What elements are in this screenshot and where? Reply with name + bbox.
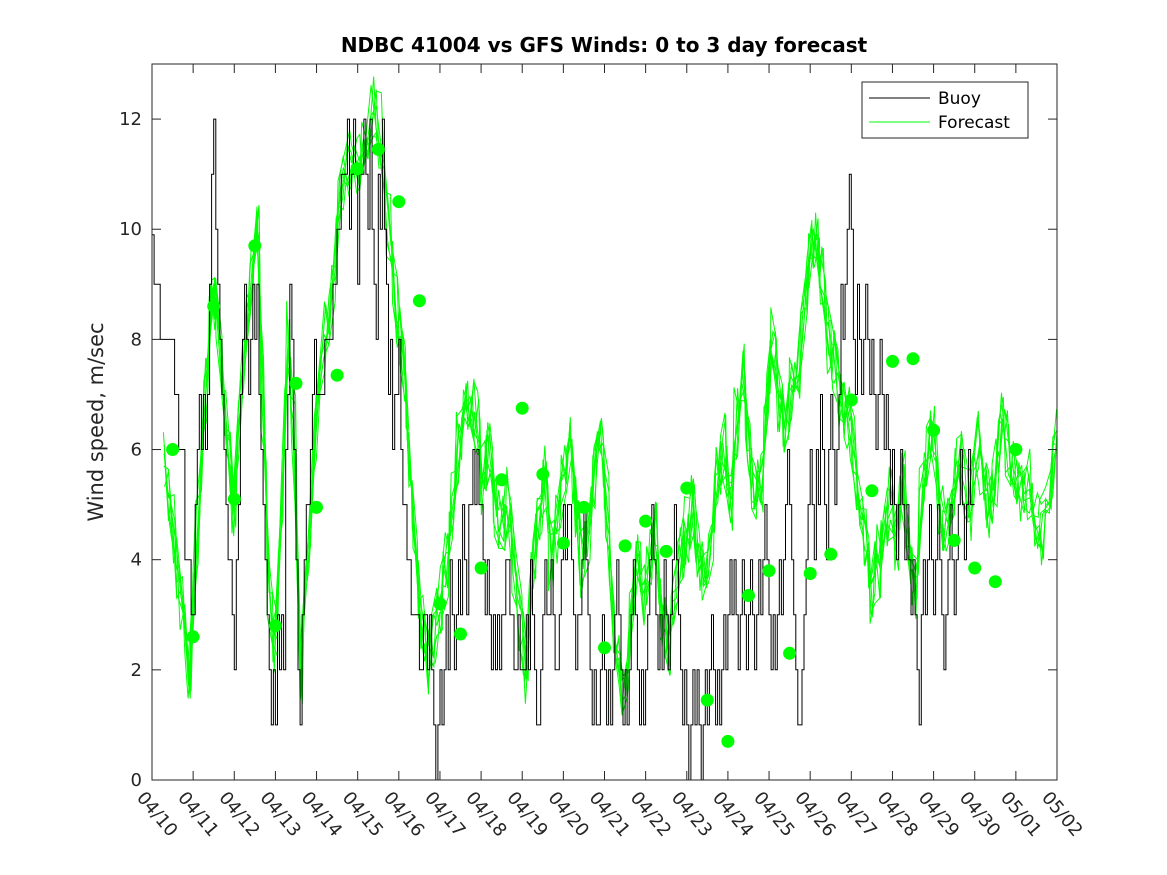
chart-title: NDBC 41004 vs GFS Winds: 0 to 3 day fore… <box>341 33 868 57</box>
analysis-marker <box>310 500 323 514</box>
analysis-marker <box>783 646 797 660</box>
analysis-marker <box>227 492 241 506</box>
y-tick-label: 10 <box>119 219 142 240</box>
analysis-marker <box>515 401 529 415</box>
analysis-marker <box>762 564 776 578</box>
y-tick-label: 0 <box>131 770 142 791</box>
y-tick-label: 2 <box>131 660 142 681</box>
analysis-marker <box>371 142 385 156</box>
analysis-marker <box>618 539 632 553</box>
analysis-marker <box>474 561 488 575</box>
analysis-markers <box>166 142 1023 748</box>
forecast-member-line <box>162 76 1057 699</box>
analysis-marker <box>351 162 365 176</box>
analysis-marker <box>906 352 920 366</box>
analysis-marker <box>803 567 817 580</box>
analysis-marker <box>721 734 735 748</box>
plot-area <box>152 76 1057 780</box>
analysis-marker <box>947 533 961 547</box>
legend-forecast-label: Forecast <box>938 113 1010 133</box>
analysis-marker <box>886 354 899 368</box>
analysis-marker <box>412 294 426 308</box>
legend-buoy-label: Buoy <box>938 89 981 109</box>
analysis-marker <box>700 693 714 707</box>
analysis-marker <box>577 500 591 514</box>
analysis-marker <box>392 195 406 209</box>
analysis-marker <box>598 641 611 655</box>
analysis-marker <box>536 467 550 481</box>
analysis-marker <box>433 597 447 611</box>
analysis-marker <box>824 547 838 561</box>
analysis-marker <box>659 544 673 558</box>
analysis-marker <box>556 536 570 550</box>
analysis-marker <box>927 423 941 437</box>
analysis-marker <box>166 443 180 456</box>
y-tick-label: 4 <box>131 550 142 571</box>
analysis-marker <box>680 481 694 495</box>
analysis-marker <box>330 368 344 382</box>
analysis-marker <box>186 630 200 644</box>
y-axis-label: Wind speed, m/sec <box>84 322 108 521</box>
y-tick-label: 6 <box>131 440 142 461</box>
analysis-marker <box>742 589 755 602</box>
analysis-marker <box>268 619 282 633</box>
analysis-marker <box>495 473 509 487</box>
buoy-series <box>152 118 975 780</box>
y-tick-label: 12 <box>119 109 142 130</box>
analysis-marker <box>454 627 467 641</box>
analysis-marker <box>865 484 879 498</box>
analysis-marker <box>248 239 262 253</box>
buoy-line <box>152 118 975 780</box>
analysis-marker <box>639 514 653 528</box>
analysis-marker <box>207 299 221 313</box>
y-tick-label: 8 <box>131 329 142 350</box>
legend-box <box>861 81 1029 139</box>
analysis-marker <box>988 575 1002 589</box>
analysis-marker <box>968 561 982 575</box>
analysis-marker <box>1009 443 1023 456</box>
y-axis: 0 2 4 6 8 10 12 <box>119 109 1057 791</box>
legend: Buoy Forecast <box>861 81 1029 139</box>
analysis-marker <box>289 376 303 390</box>
analysis-marker <box>844 393 858 407</box>
